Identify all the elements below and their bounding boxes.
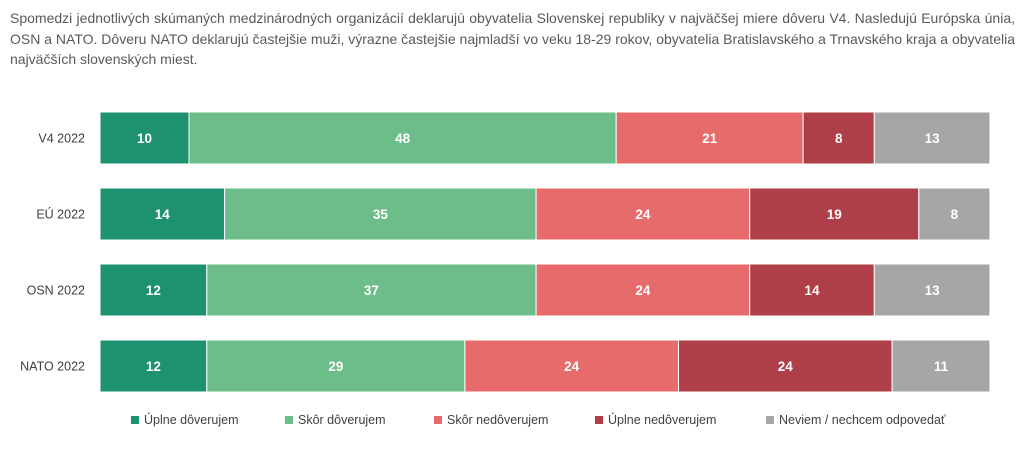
bar-segment-e-2022-s0 — [99, 187, 226, 241]
category-label-nato-2022: NATO 2022 — [20, 360, 85, 374]
legend-swatch-s2 — [434, 416, 442, 424]
legend-label-s0: Úplne dôverujem — [144, 412, 239, 427]
data-label-v4-2022-s0: 10 — [137, 131, 152, 146]
data-label-nato-2022-s4: 11 — [934, 359, 949, 374]
legend-swatch-s0 — [131, 416, 139, 424]
bar-segment-nato-2022-s1 — [206, 339, 466, 393]
category-label-osn-2022: OSN 2022 — [27, 284, 85, 298]
data-label-nato-2022-s3: 24 — [778, 359, 794, 374]
bar-segment-osn-2022-s0 — [99, 263, 208, 317]
data-label-osn-2022-s4: 13 — [925, 283, 941, 298]
data-label-e-2022-s1: 35 — [373, 207, 389, 222]
bar-segment-osn-2022-s4 — [873, 263, 991, 317]
bar-segment-e-2022-s3 — [749, 187, 920, 241]
legend-label-s4: Neviem / nechcem odpovedať — [779, 413, 946, 427]
data-label-e-2022-s3: 19 — [827, 207, 842, 222]
data-label-osn-2022-s2: 24 — [635, 283, 651, 298]
data-label-v4-2022-s4: 13 — [925, 131, 941, 146]
bar-segment-e-2022-s1 — [224, 187, 537, 241]
data-label-osn-2022-s1: 37 — [364, 283, 379, 298]
data-label-osn-2022-s3: 14 — [804, 283, 820, 298]
legend-swatch-s4 — [766, 416, 774, 424]
legend-swatch-s1 — [285, 416, 293, 424]
bar-segment-v4-2022-s4 — [873, 111, 991, 165]
bar-segment-v4-2022-s1 — [188, 111, 617, 165]
category-label-v4-2022: V4 2022 — [38, 132, 85, 146]
bar-segment-nato-2022-s3 — [678, 339, 893, 393]
bar-segment-nato-2022-s0 — [99, 339, 208, 393]
legend-label-s3: Úplne nedôverujem — [608, 412, 716, 427]
bar-segment-osn-2022-s2 — [535, 263, 751, 317]
legend-label-s1: Skôr dôverujem — [298, 413, 386, 427]
data-label-e-2022-s4: 8 — [951, 207, 959, 222]
legend-swatch-s3 — [595, 416, 603, 424]
bar-segment-nato-2022-s2 — [464, 339, 679, 393]
data-label-v4-2022-s1: 48 — [395, 131, 411, 146]
data-label-v4-2022-s2: 21 — [702, 131, 718, 146]
bar-segment-nato-2022-s4 — [891, 339, 991, 393]
data-label-osn-2022-s0: 12 — [146, 283, 161, 298]
bar-segment-v4-2022-s2 — [615, 111, 804, 165]
bar-segment-v4-2022-s0 — [99, 111, 190, 165]
data-label-e-2022-s2: 24 — [635, 207, 651, 222]
data-label-e-2022-s0: 14 — [155, 207, 171, 222]
chart-description: Spomedzi jednotlivých skúmaných medzinár… — [10, 10, 1015, 67]
legend-label-s2: Skôr nedôverujem — [447, 413, 548, 427]
data-label-nato-2022-s1: 29 — [328, 359, 343, 374]
data-label-nato-2022-s2: 24 — [564, 359, 580, 374]
data-label-v4-2022-s3: 8 — [835, 131, 843, 146]
category-label-e-2022: EÚ 2022 — [36, 207, 85, 222]
bar-segment-e-2022-s4 — [918, 187, 991, 241]
data-label-nato-2022-s0: 12 — [146, 359, 161, 374]
